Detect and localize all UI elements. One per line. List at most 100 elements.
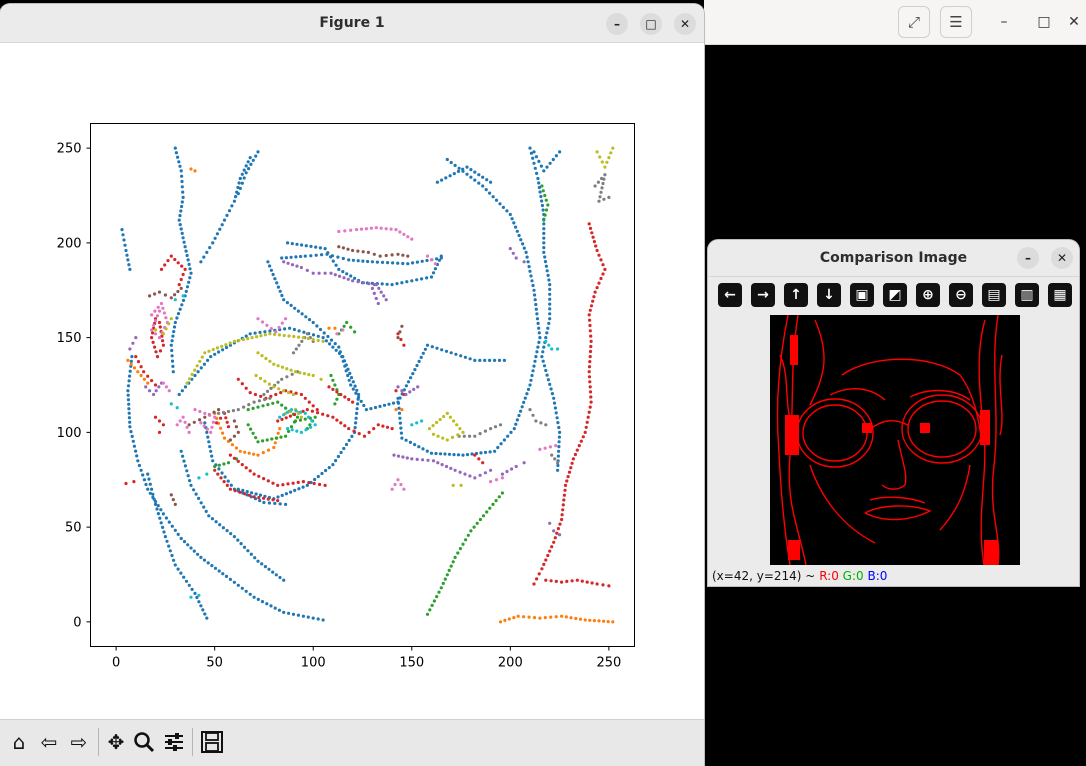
data-point: [244, 164, 248, 168]
pan-icon[interactable]: ✥: [107, 730, 125, 754]
data-point: [588, 355, 592, 359]
zoom-icon[interactable]: [130, 728, 158, 756]
scatter-plot[interactable]: 0 50 100 150 200 250 0 50 100 150 200 250: [0, 42, 704, 720]
image-icon[interactable]: ▣: [850, 283, 874, 307]
image-settings-icon[interactable]: ◩: [883, 283, 907, 307]
data-point: [570, 461, 574, 465]
data-point: [203, 351, 207, 355]
arrow-right-icon[interactable]: →: [751, 283, 775, 307]
data-point: [445, 157, 449, 162]
arrow-up-icon[interactable]: ↑: [784, 283, 808, 307]
data-point: [307, 415, 311, 419]
data-point: [548, 292, 552, 296]
arrow-left-icon[interactable]: ←: [718, 283, 742, 307]
data-point: [546, 203, 550, 207]
data-point: [155, 507, 159, 511]
data-point: [256, 440, 260, 444]
expand-icon[interactable]: ⤢: [898, 6, 930, 38]
data-point: [587, 370, 591, 374]
paint-icon[interactable]: ▦: [1048, 283, 1072, 307]
data-point: [196, 370, 200, 374]
data-point: [218, 227, 222, 231]
data-point: [309, 254, 313, 258]
data-point: [465, 172, 469, 176]
data-point: [505, 209, 509, 213]
data-point: [355, 228, 359, 232]
data-point: [428, 608, 432, 612]
data-point: [410, 457, 414, 461]
sliders-icon[interactable]: [160, 728, 188, 756]
data-point: [553, 457, 557, 461]
arrow-down-icon[interactable]: ↓: [817, 283, 841, 307]
data-point: [481, 175, 485, 179]
data-point: [137, 463, 141, 468]
data-point: [456, 433, 460, 437]
status-coords: (x=42, y=214) ~: [712, 569, 816, 583]
data-point: [500, 472, 504, 476]
data-point: [213, 468, 217, 472]
data-point: [278, 575, 282, 580]
save-icon[interactable]: [198, 728, 226, 756]
back-arrow-icon[interactable]: ⇦: [40, 730, 58, 754]
data-point: [454, 352, 458, 356]
data-point: [356, 259, 360, 263]
data-point: [527, 615, 531, 619]
data-point: [213, 236, 217, 240]
data-point: [551, 157, 555, 162]
data-point: [522, 260, 526, 264]
data-point: [329, 255, 333, 259]
data-point: [173, 502, 177, 506]
data-point: [175, 423, 179, 427]
data-point: [589, 339, 593, 343]
bg-close-button[interactable]: ✕: [1068, 14, 1080, 30]
edge-image[interactable]: [770, 315, 1020, 565]
cmp-minimize-button[interactable]: –: [1017, 247, 1039, 269]
data-point: [599, 258, 603, 262]
data-point: [346, 247, 350, 251]
data-point: [311, 404, 315, 408]
data-point: [139, 468, 143, 472]
data-point: [255, 335, 259, 339]
data-point: [588, 390, 593, 394]
data-point: [544, 208, 549, 212]
data-point: [364, 227, 368, 231]
data-point: [591, 235, 595, 239]
data-point: [222, 218, 227, 222]
data-point: [246, 423, 250, 427]
data-point: [451, 483, 455, 487]
data-point: [187, 280, 191, 284]
data-point: [401, 261, 405, 266]
data-point: [225, 529, 229, 533]
data-point: [396, 261, 400, 265]
data-point: [153, 292, 157, 296]
data-point: [161, 343, 165, 347]
y-tick-label: 100: [57, 426, 82, 441]
bg-minimize-button[interactable]: –: [1000, 14, 1008, 30]
menu-icon[interactable]: ☰: [940, 6, 972, 38]
bg-maximize-button[interactable]: □: [1037, 14, 1051, 30]
minimize-button[interactable]: –: [606, 13, 628, 35]
close-button[interactable]: ✕: [674, 13, 696, 35]
home-icon[interactable]: ⌂: [12, 730, 26, 754]
data-point: [415, 260, 419, 264]
data-point: [447, 452, 452, 456]
data-point: [139, 373, 143, 378]
data-point: [457, 166, 461, 170]
forward-arrow-icon[interactable]: ⇨: [70, 730, 88, 754]
save-icon[interactable]: ▤: [982, 283, 1006, 307]
data-point: [349, 325, 353, 329]
data-point: [449, 466, 453, 470]
data-point: [300, 339, 304, 343]
data-point: [352, 429, 356, 433]
data-point: [163, 263, 167, 267]
data-point: [254, 436, 258, 440]
data-point: [431, 459, 436, 463]
clipboard-icon[interactable]: ▥: [1015, 283, 1039, 307]
data-point: [144, 482, 148, 487]
data-point: [534, 307, 538, 311]
data-point: [436, 434, 440, 438]
zoom-out-icon[interactable]: ⊖: [949, 283, 973, 307]
maximize-button[interactable]: □: [640, 13, 662, 35]
cmp-close-button[interactable]: ✕: [1051, 247, 1073, 269]
zoom-in-icon[interactable]: ⊕: [916, 283, 940, 307]
